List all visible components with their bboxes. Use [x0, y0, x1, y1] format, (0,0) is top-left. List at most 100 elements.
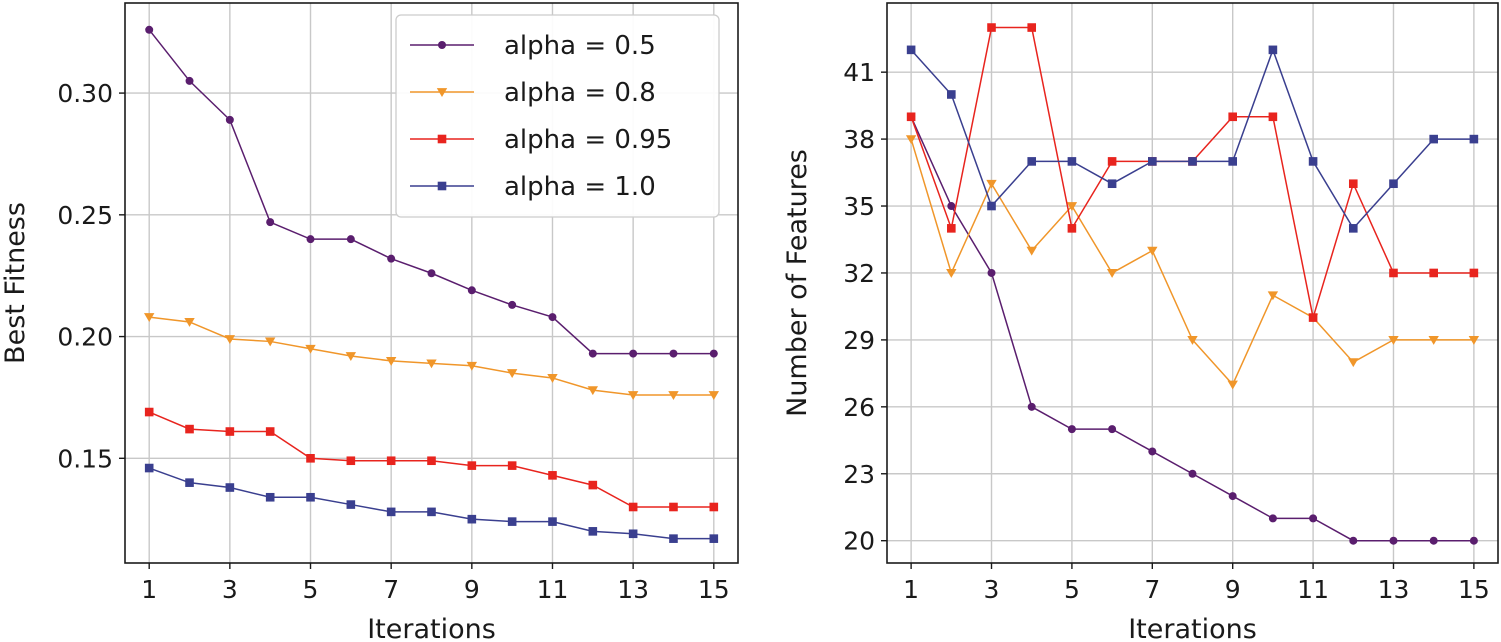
data-point	[1188, 157, 1197, 166]
legend-label: alpha = 0.95	[504, 125, 672, 155]
data-point	[225, 483, 235, 492]
data-point	[1268, 514, 1277, 523]
data-point	[709, 502, 719, 512]
x-tick-label: 15	[1458, 575, 1490, 604]
data-point	[1187, 335, 1198, 345]
data-point	[265, 427, 275, 436]
data-point	[1148, 447, 1157, 456]
data-point	[386, 507, 396, 517]
data-point	[144, 463, 154, 473]
series-alpha-0-5	[907, 112, 1478, 545]
y-tick-label: 20	[843, 527, 875, 556]
data-point	[506, 369, 518, 379]
x-tick-label: 1	[141, 575, 157, 604]
data-point	[668, 391, 679, 400]
y-tick-label: 0.30	[57, 79, 113, 108]
series-alpha-1-0	[144, 463, 719, 543]
data-point	[1468, 335, 1480, 345]
data-point	[467, 286, 476, 295]
data-point	[144, 407, 154, 417]
data-point	[1188, 469, 1197, 478]
data-point	[265, 492, 275, 502]
legend-marker	[438, 41, 446, 49]
series-alpha-0-5	[145, 25, 718, 358]
data-point	[264, 337, 276, 347]
data-point	[1348, 179, 1358, 189]
x-axis-label: Iterations	[367, 614, 496, 642]
x-tick-label: 11	[1297, 575, 1329, 604]
series-line	[910, 138, 1474, 386]
legend-marker	[436, 88, 448, 97]
plot-frame	[886, 2, 1499, 564]
data-point	[588, 480, 598, 490]
x-tick-label: 1	[903, 575, 919, 604]
data-point	[427, 269, 436, 278]
data-point	[184, 318, 195, 327]
data-point	[628, 502, 638, 512]
data-point	[1429, 268, 1438, 278]
data-point	[507, 461, 517, 470]
data-point	[1348, 224, 1358, 233]
series-alpha-0-8	[905, 135, 1480, 390]
data-point	[587, 386, 599, 396]
data-point	[185, 424, 194, 434]
data-point	[345, 352, 357, 361]
data-point	[1067, 157, 1077, 166]
data-point	[1469, 268, 1479, 278]
series-alpha-0-95	[144, 407, 719, 512]
gridlines	[887, 3, 1498, 563]
data-point	[467, 461, 477, 470]
data-point	[669, 534, 678, 543]
data-point	[709, 534, 719, 543]
data-point	[548, 517, 557, 526]
y-tick-label: 0.15	[57, 444, 113, 473]
series-alpha-0-8	[143, 313, 720, 400]
legend-box	[395, 14, 720, 218]
legend-entry: alpha = 0.5	[410, 31, 656, 61]
data-point	[385, 357, 397, 366]
data-point	[1429, 134, 1438, 144]
data-point	[986, 179, 997, 189]
data-point	[987, 23, 996, 32]
data-point	[1107, 179, 1117, 189]
data-point	[185, 478, 194, 487]
x-tick-label: 13	[617, 575, 649, 604]
legend-entry: alpha = 0.95	[410, 125, 672, 155]
legend-marker	[437, 134, 447, 144]
data-point	[548, 313, 557, 322]
data-point	[1268, 45, 1278, 55]
legend-marker	[437, 181, 447, 191]
x-tick-label: 5	[1064, 575, 1080, 604]
data-point	[145, 25, 154, 34]
data-point	[669, 502, 678, 512]
data-point	[947, 202, 956, 211]
data-point	[1309, 514, 1318, 523]
x-axis-label: Iterations	[1128, 614, 1257, 642]
legend-entry: alpha = 0.8	[410, 78, 656, 108]
data-point	[628, 529, 638, 539]
data-point	[906, 112, 916, 122]
y-tick-label: 26	[843, 393, 875, 422]
data-point	[1228, 112, 1237, 122]
data-point	[905, 135, 917, 145]
legend-label: alpha = 0.5	[504, 31, 656, 61]
data-point	[987, 201, 996, 211]
data-point	[1027, 23, 1037, 32]
data-point	[1469, 134, 1479, 144]
data-point	[225, 427, 235, 436]
data-point	[1428, 335, 1439, 345]
legend: alpha = 0.5 alpha = 0.8 alpha = 0.95 alpha …	[395, 14, 720, 218]
data-point	[1469, 536, 1478, 545]
data-point	[1066, 202, 1078, 211]
data-point	[1108, 425, 1117, 434]
x-tick-label: 11	[537, 575, 569, 604]
y-axis-label: Best Fitness	[0, 202, 31, 364]
data-point	[1148, 157, 1157, 166]
data-point	[588, 349, 597, 358]
y-tick-label: 35	[843, 192, 875, 221]
series-alpha-1-0	[906, 45, 1479, 233]
data-point	[709, 349, 718, 358]
data-point	[1389, 179, 1398, 189]
data-point	[467, 514, 477, 524]
